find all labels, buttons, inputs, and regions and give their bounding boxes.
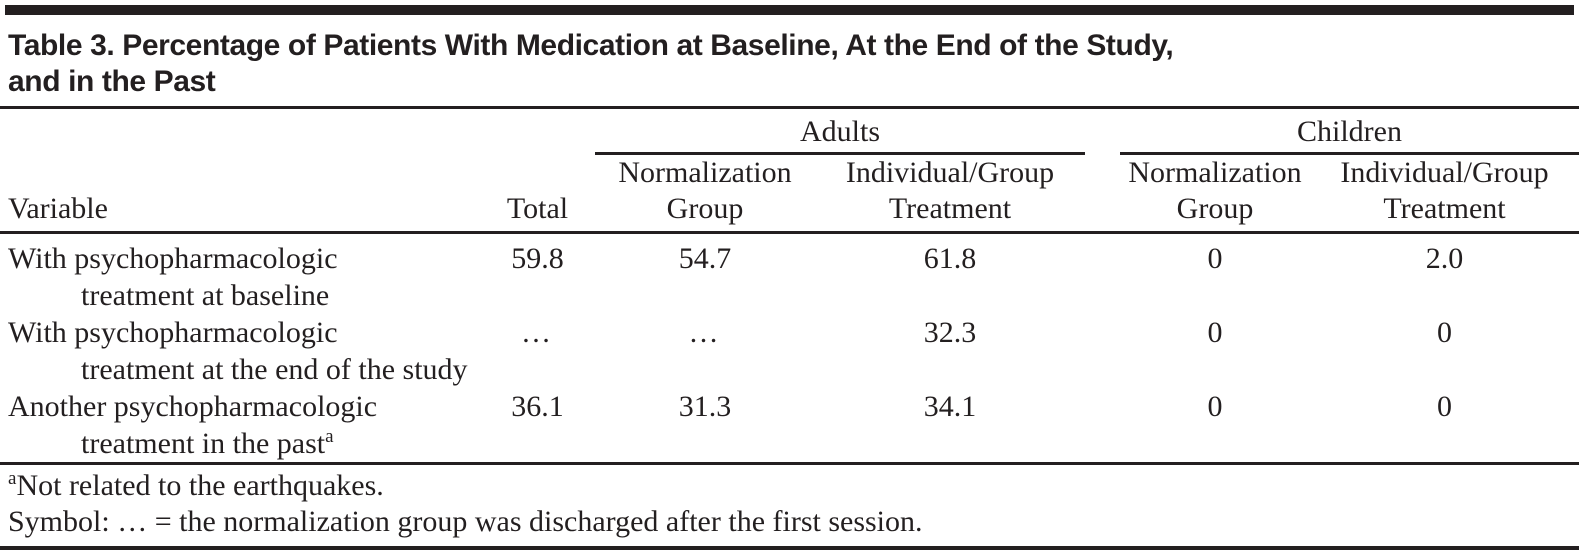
footnote-marker: a xyxy=(8,468,17,489)
table-footnotes: aNot related to the earthquakes. Symbol:… xyxy=(0,462,1579,550)
cell-children-individual: 0 xyxy=(1437,316,1452,349)
table-row: With psychopharmacologic treatment at ba… xyxy=(0,240,1579,314)
column-group-spacer xyxy=(0,115,595,155)
column-group-gap xyxy=(1085,115,1120,155)
col-header-children-normalization-group: Normalization Group xyxy=(1120,155,1310,227)
cell-adults-individual: 61.8 xyxy=(923,242,977,275)
table-row: Another psychopharmacologic treatment in… xyxy=(0,388,1579,462)
column-group-children: Children xyxy=(1120,115,1579,155)
footnote-text: Not related to the earthquakes. xyxy=(16,469,384,502)
table-title-line1: Table 3. Percentage of Patients With Med… xyxy=(8,29,1174,62)
row-label-line1: Another psychopharmacologic xyxy=(8,390,378,423)
footnote-text: Symbol: … = the normalization group was … xyxy=(8,505,923,538)
col-header-children-individual-group-treatment: Individual/Group Treatment xyxy=(1310,155,1579,227)
table-title-line2: and in the Past xyxy=(8,65,216,98)
column-header-row: Variable Total Normalization Group Indiv… xyxy=(0,155,1579,234)
col-header-line: Normalization xyxy=(1128,156,1302,189)
cell-adults-normalization: … xyxy=(688,316,722,349)
cell-adults-individual: 32.3 xyxy=(923,316,977,349)
row-label-line1: With psychopharmacologic xyxy=(8,242,338,275)
footnote: Symbol: … = the normalization group was … xyxy=(8,504,1579,540)
col-header-line: Group xyxy=(1176,192,1254,225)
cell-children-normalization: 0 xyxy=(1207,242,1223,275)
col-header-variable: Variable xyxy=(8,192,108,225)
row-label-superscript: a xyxy=(325,426,334,447)
col-header-line: Individual/Group xyxy=(845,156,1055,189)
row-variable-label: With psychopharmacologic treatment at th… xyxy=(0,314,480,388)
table-body: With psychopharmacologic treatment at ba… xyxy=(0,234,1579,462)
cell-adults-normalization: 31.3 xyxy=(678,390,732,423)
row-variable-label: Another psychopharmacologic treatment in… xyxy=(0,388,480,462)
col-header-line: Treatment xyxy=(1383,192,1506,225)
col-header-line: Treatment xyxy=(888,192,1012,225)
title-divider-rule xyxy=(0,106,1579,109)
top-decorative-bar xyxy=(5,5,1574,15)
row-label-text: treatment in the past xyxy=(81,427,326,460)
cell-children-normalization: 0 xyxy=(1207,390,1223,423)
cell-total: … xyxy=(521,316,554,349)
col-header-line: Normalization xyxy=(618,156,792,189)
column-group-header-row: Adults Children xyxy=(0,115,1579,155)
table-title: Table 3. Percentage of Patients With Med… xyxy=(8,28,1571,100)
cell-children-individual: 0 xyxy=(1437,390,1452,423)
col-header-total: Total xyxy=(506,192,569,225)
cell-children-individual: 2.0 xyxy=(1425,242,1464,275)
table-row: With psychopharmacologic treatment at th… xyxy=(0,314,1579,388)
row-label-text: treatment at the end of the study xyxy=(81,353,468,386)
cell-total: 36.1 xyxy=(511,390,564,423)
row-label-line2: treatment at baseline xyxy=(81,277,480,314)
row-variable-label: With psychopharmacologic treatment at ba… xyxy=(0,240,480,314)
col-header-line: Group xyxy=(666,192,744,225)
col-header-adults-normalization-group: Normalization Group xyxy=(595,155,815,227)
row-label-text: treatment at baseline xyxy=(81,279,330,312)
row-label-line2: treatment in the pasta xyxy=(81,425,480,462)
col-header-line: Individual/Group xyxy=(1340,156,1549,189)
column-group-adults: Adults xyxy=(595,115,1085,155)
cell-children-normalization: 0 xyxy=(1207,316,1223,349)
row-label-line2: treatment at the end of the study xyxy=(81,351,480,388)
col-header-adults-individual-group-treatment: Individual/Group Treatment xyxy=(815,155,1085,227)
cell-total: 59.8 xyxy=(511,242,564,275)
cell-adults-individual: 34.1 xyxy=(923,390,977,423)
footnote: aNot related to the earthquakes. xyxy=(8,468,1579,504)
row-label-line1: With psychopharmacologic xyxy=(8,316,338,349)
cell-adults-normalization: 54.7 xyxy=(678,242,732,275)
